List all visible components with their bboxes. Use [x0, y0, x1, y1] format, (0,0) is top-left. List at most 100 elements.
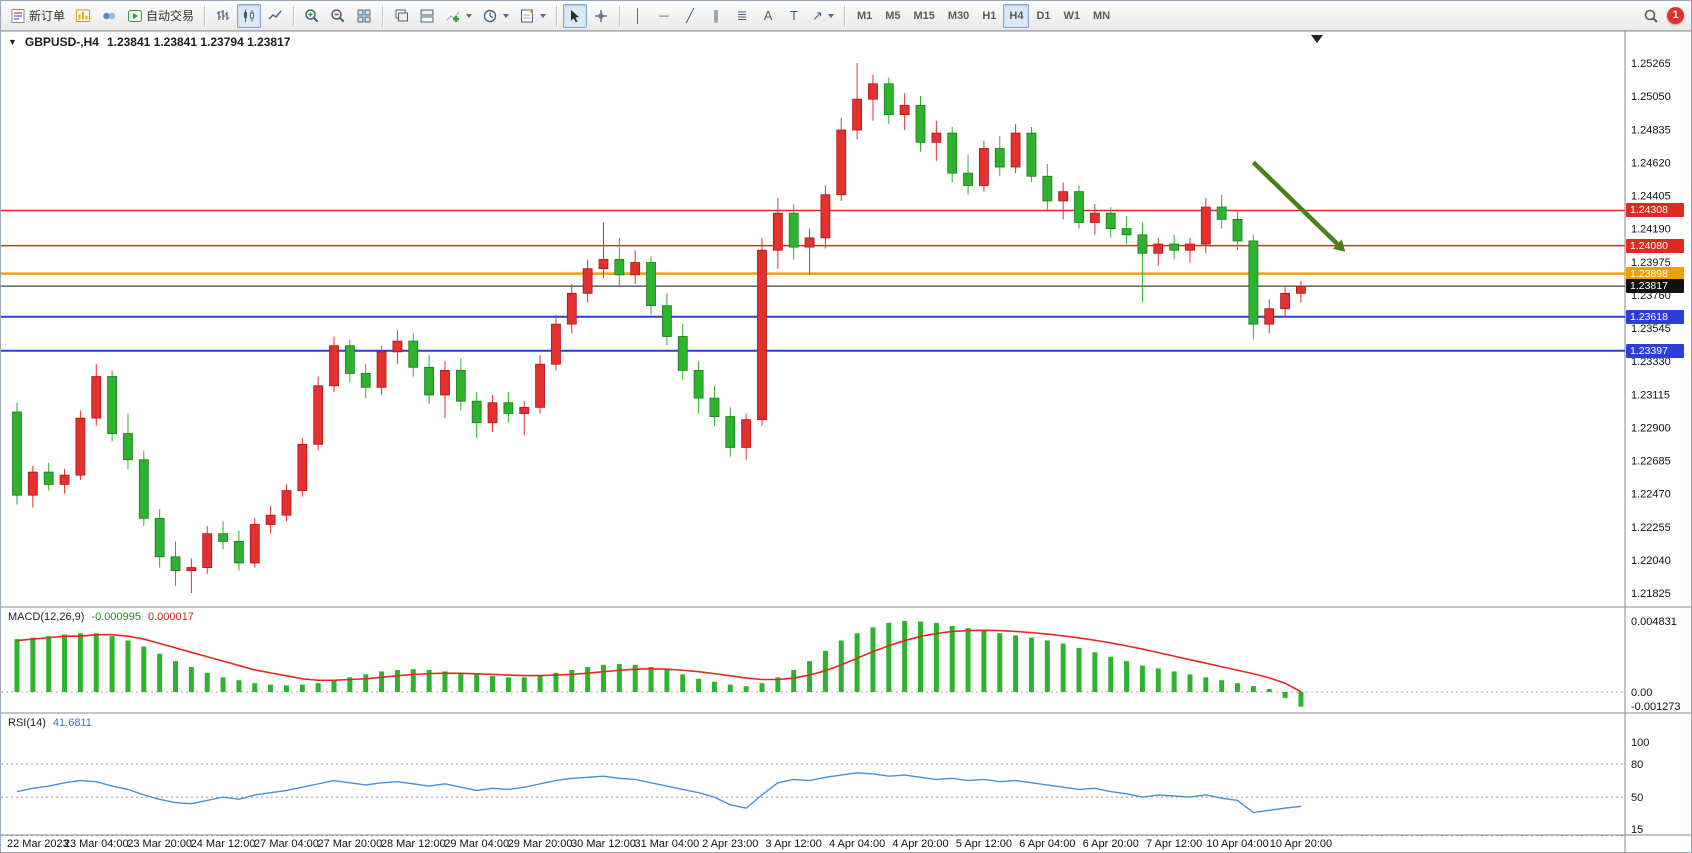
crosshair-icon [595, 9, 608, 22]
crosshair-tool-button[interactable] [589, 4, 613, 28]
price-axis-label: 1.24620 [1631, 157, 1671, 169]
candle-body [963, 172, 973, 186]
price-axis-label: 1.25265 [1631, 58, 1671, 70]
periods-button[interactable] [478, 4, 513, 28]
time-axis-label: 5 Apr 12:00 [956, 838, 1012, 850]
line-chart-type-button[interactable] [263, 4, 287, 28]
macd-histogram [14, 621, 1304, 707]
chevron-down-icon [503, 13, 510, 18]
bar-chart-type-button[interactable] [211, 4, 235, 28]
candle-body [757, 249, 767, 421]
hline-price-tag[interactable]: 1.24080 [1626, 238, 1684, 253]
text-label-tool[interactable]: T [782, 4, 806, 28]
cursor-tool-button[interactable] [563, 3, 588, 28]
candlestick-icon [244, 9, 255, 22]
candle-body [59, 474, 70, 485]
candle-body [27, 471, 38, 496]
trend-arrow-head[interactable] [1332, 239, 1346, 252]
candle-body [360, 373, 371, 388]
channel-icon: ∥ [712, 8, 720, 23]
rsi-axis-label: 80 [1631, 759, 1643, 771]
candle-body [107, 376, 118, 434]
templates-button[interactable] [515, 4, 550, 28]
time-axis-label: 23 Mar 04:00 [64, 838, 129, 850]
hline-price-tag[interactable]: 1.23898 [1626, 266, 1684, 281]
candle-body [503, 402, 514, 414]
toolbar-separator [843, 5, 845, 26]
price-axis-label: 1.23975 [1631, 257, 1671, 269]
price-axis-label: 1.24405 [1631, 191, 1671, 203]
new-order-button[interactable]: 新订单 [6, 4, 69, 28]
chart-window[interactable]: 0.004831 0.00 -0.001273 100 80 50 15 1.25265 1.2… [1, 31, 1692, 853]
time-axis-label: 4 Apr 20:00 [892, 838, 948, 850]
candle-body [693, 369, 704, 399]
profiles-button[interactable] [97, 4, 121, 28]
timeframe-M5[interactable]: M5 [879, 4, 906, 28]
new-chart-button[interactable] [71, 4, 95, 28]
zoom-in-button[interactable] [300, 4, 324, 28]
tile-windows-button[interactable] [352, 4, 376, 28]
timeframe-MN[interactable]: MN [1087, 4, 1116, 28]
arrows-tool[interactable]: ↗ [808, 4, 838, 28]
hline-price-tag[interactable]: 1.23397 [1626, 343, 1684, 358]
arrange-windows-icon [420, 9, 434, 22]
candle-body [1216, 206, 1227, 220]
fibonacci-tool[interactable]: ≣ [730, 4, 754, 28]
candle-body [1026, 132, 1037, 177]
horizontal-line-tool[interactable]: ─ [652, 4, 676, 28]
candlestick-type-button[interactable] [237, 3, 262, 28]
time-axis-label: 27 Mar 04:00 [254, 838, 319, 850]
timeframe-H1[interactable]: H1 [976, 4, 1002, 28]
timeframe-D1[interactable]: D1 [1030, 4, 1056, 28]
candle-body [487, 402, 498, 424]
cascade-windows-button[interactable] [389, 4, 413, 28]
chevron-down-icon [827, 13, 834, 18]
rsi-name: RSI(14) [8, 717, 46, 729]
candle-body [376, 351, 387, 388]
candle-body [788, 212, 799, 248]
timeframe-M15[interactable]: M15 [908, 4, 941, 28]
bid-price-tag[interactable]: 1.23817 [1626, 279, 1684, 294]
candle-body [186, 567, 197, 572]
zoom-out-button[interactable] [326, 4, 350, 28]
hline-price-tag[interactable]: 1.23618 [1626, 309, 1684, 324]
trend-arrow-annotation[interactable] [1251, 160, 1339, 246]
time-axis-label: 29 Mar 04:00 [444, 838, 509, 850]
time-axis-label: 30 Mar 12:00 [571, 838, 636, 850]
candle-body [915, 104, 926, 143]
arrange-windows-button[interactable] [415, 4, 439, 28]
indicators-button[interactable] [441, 4, 476, 28]
hline-price-tag[interactable]: 1.24308 [1626, 203, 1684, 218]
bar-chart-icon [217, 9, 230, 20]
text-tool[interactable]: A [756, 4, 780, 28]
candle-body [249, 524, 260, 564]
timeframe-M30[interactable]: M30 [942, 4, 975, 28]
timeframe-W1[interactable]: W1 [1058, 4, 1087, 28]
chart-canvas[interactable]: 0.0048310.00-0.0012731008050151.252651.2… [1, 31, 1692, 853]
toolbar-right: 1 [1643, 7, 1686, 24]
vertical-line-tool[interactable]: │ [626, 4, 650, 28]
candle-body [471, 400, 482, 424]
search-icon[interactable] [1643, 8, 1659, 24]
timeframe-M1[interactable]: M1 [851, 4, 878, 28]
time-axis-label: 31 Mar 04:00 [634, 838, 699, 850]
candle-body [1248, 240, 1259, 325]
candle-body [313, 385, 324, 445]
chevron-down-icon [466, 13, 473, 18]
notification-badge[interactable]: 1 [1667, 7, 1684, 24]
toolbar-separator [619, 5, 621, 26]
profiles-icon [103, 12, 116, 19]
chart-shift-marker-icon[interactable] [1311, 35, 1323, 43]
auto-trading-button[interactable]: 自动交易 [123, 4, 198, 28]
candle-body [551, 323, 561, 365]
chart-symbol-period: GBPUSD-,H4 [24, 35, 99, 49]
trendline-tool[interactable]: ╱ [678, 4, 702, 28]
candle-body [281, 490, 292, 516]
candle-body [91, 376, 102, 419]
candle-body [1169, 243, 1180, 251]
timeframe-H4[interactable]: H4 [1003, 3, 1030, 28]
indicators-icon [446, 11, 460, 22]
macd-axis-label: 0.004831 [1631, 616, 1677, 628]
channel-tool[interactable]: ∥ [704, 4, 728, 28]
